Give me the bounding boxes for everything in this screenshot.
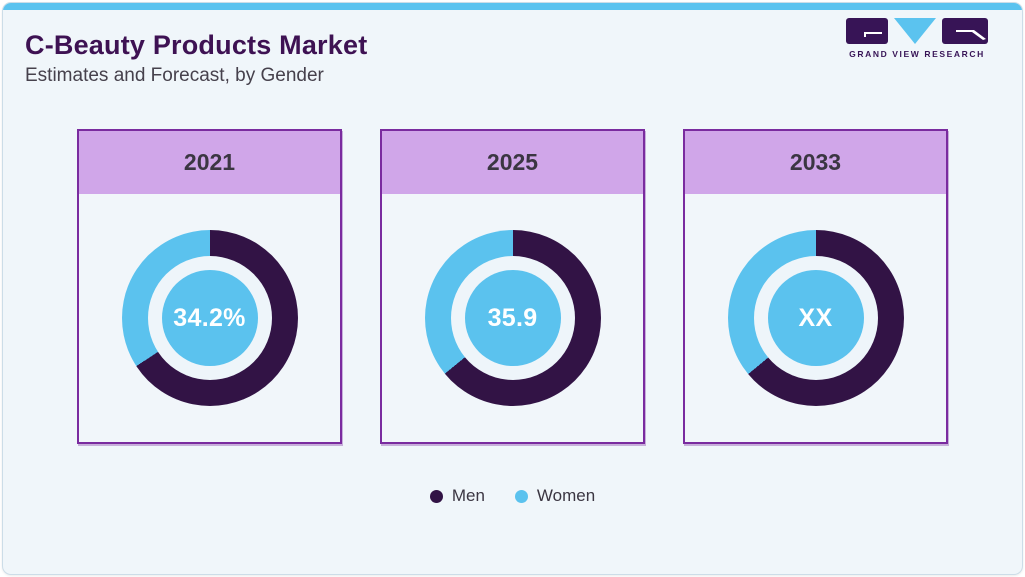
donut-chart-2021: 34.2%: [121, 230, 298, 406]
legend-label: Women: [536, 486, 596, 505]
card-2033: 2033 XX: [683, 129, 948, 444]
grand-view-research-logo: GRAND VIEW RESEARCH: [844, 18, 990, 59]
card-2033-body: XX: [685, 194, 946, 442]
year-cards-row: 2021 34.2% 2025 35.9: [3, 129, 1022, 444]
card-2021-body: 34.2%: [79, 194, 340, 442]
donut-chart-2033: XX: [727, 230, 904, 406]
donut-value-label: XX: [798, 303, 833, 332]
donut-value-label: 34.2%: [173, 303, 246, 332]
donut-center-2021: 34.2%: [161, 270, 258, 366]
legend-label: Men: [451, 486, 485, 505]
card-year-label: 2025: [486, 149, 539, 175]
gvr-logo-icon: [846, 18, 988, 44]
legend-item-men: Men: [429, 486, 485, 506]
legend-item-women: Women: [514, 486, 596, 506]
top-accent-bar: [3, 3, 1022, 10]
page-title: C-Beauty Products Market: [25, 30, 368, 60]
donut-center-2033: XX: [767, 270, 864, 366]
card-year-label: 2033: [789, 149, 842, 175]
donut-chart-2025: 35.9: [424, 230, 601, 406]
legend: Men Women: [3, 486, 1022, 506]
card-2025-header: 2025: [382, 131, 643, 194]
card-2025-body: 35.9: [382, 194, 643, 442]
donut-center-2025: 35.9: [464, 270, 561, 366]
card-year-label: 2021: [183, 149, 236, 175]
card-2021-header: 2021: [79, 131, 340, 194]
donut-value-label: 35.9: [487, 303, 538, 332]
logo-wordmark: GRAND VIEW RESEARCH: [849, 49, 985, 59]
men-color-dot-icon: [429, 489, 443, 503]
header: C-Beauty Products Market Estimates and F…: [3, 10, 1022, 87]
women-color-dot-icon: [514, 489, 528, 503]
card-2033-header: 2033: [685, 131, 946, 194]
page-subtitle: Estimates and Forecast, by Gender: [25, 65, 324, 86]
card-2021: 2021 34.2%: [77, 129, 342, 444]
card-2025: 2025 35.9: [380, 129, 645, 444]
